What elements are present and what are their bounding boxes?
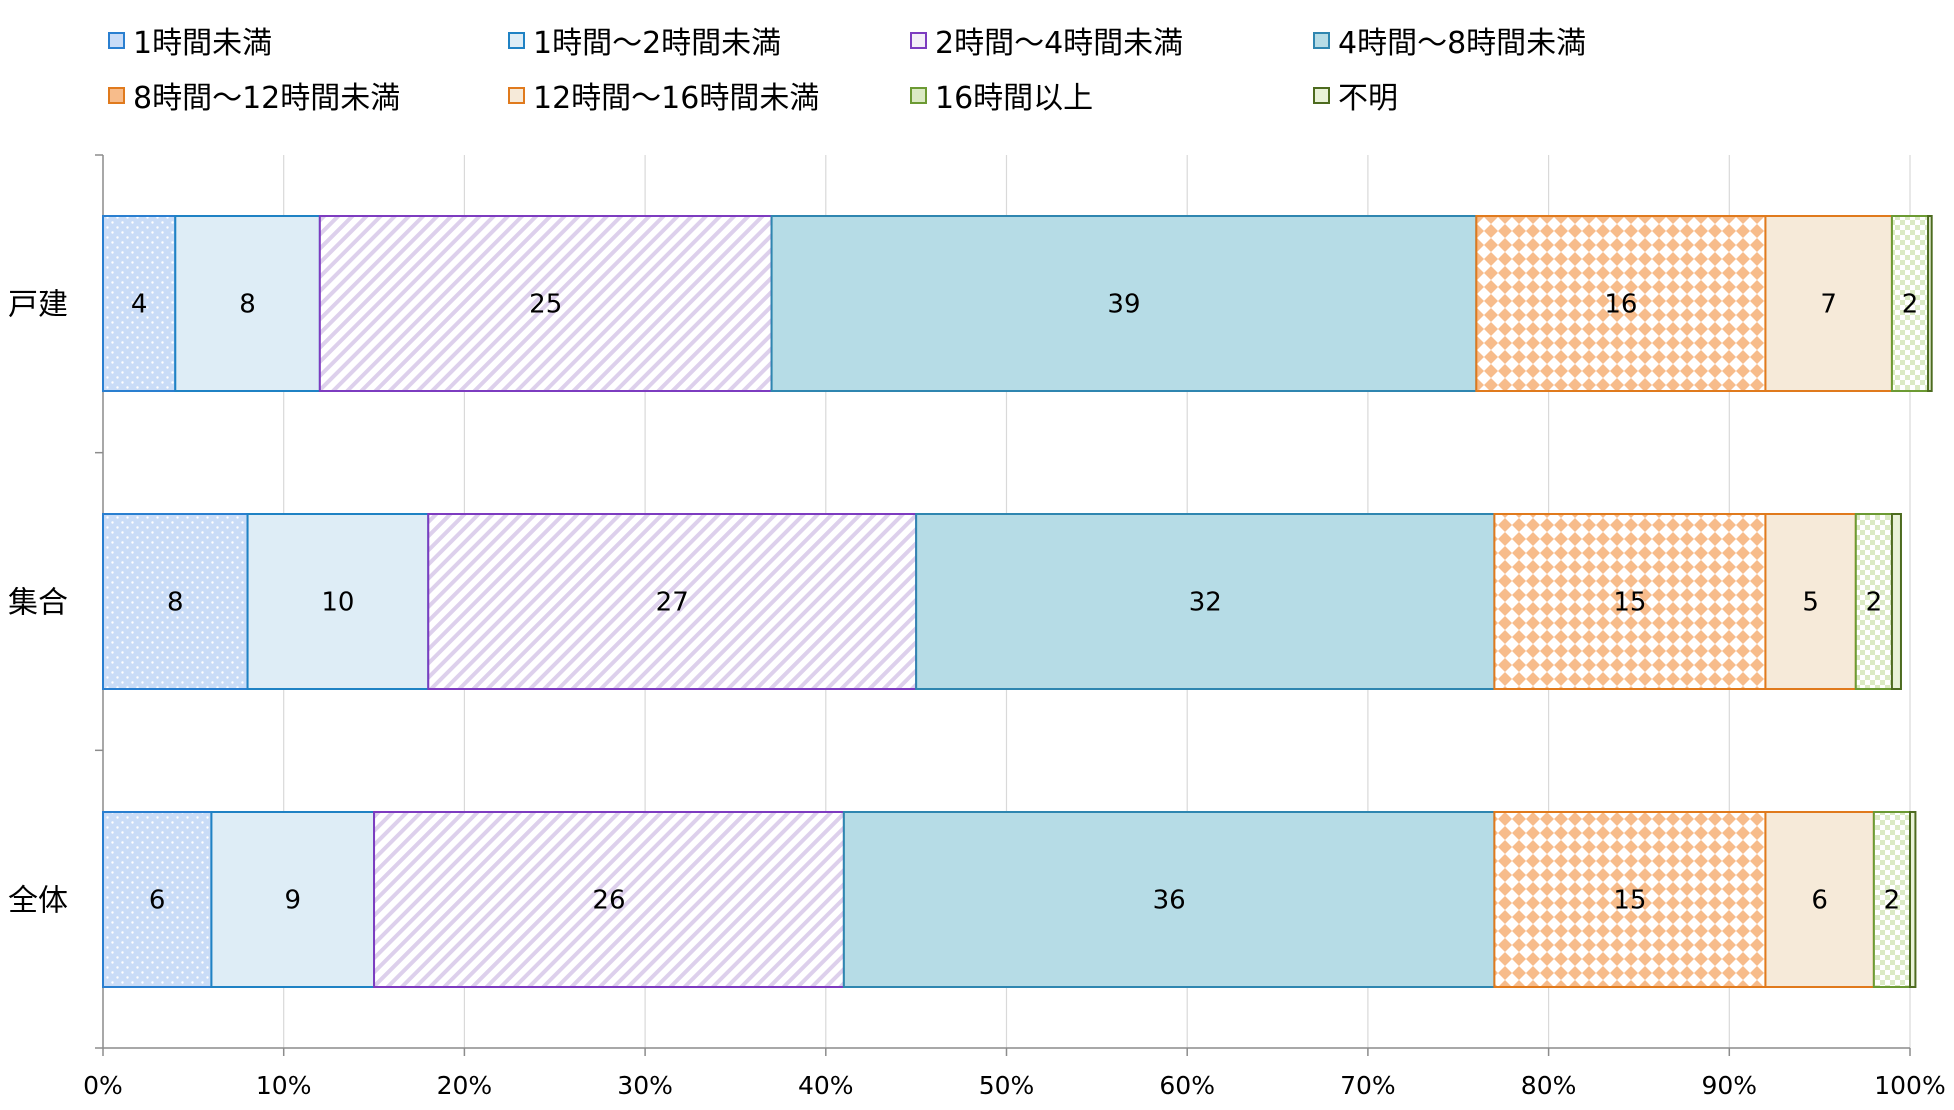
data-label: 15	[1613, 588, 1646, 618]
bar-segment	[1475, 215, 1767, 392]
data-label: 6	[149, 886, 166, 916]
x-tick-label: 60%	[1159, 1071, 1215, 1100]
data-label: 27	[656, 588, 689, 618]
bar-segment	[1764, 513, 1857, 690]
bar-segment	[1909, 811, 1917, 988]
legend-label: 2時間〜4時間未満	[935, 26, 1184, 61]
bar-segment	[770, 215, 1478, 392]
legend-label: 1時間〜2時間未満	[533, 26, 782, 61]
data-label: 32	[1189, 588, 1222, 618]
bar-segment	[1764, 811, 1875, 988]
bar-segment	[102, 811, 213, 988]
legend-item: 12時間〜16時間未満	[508, 75, 820, 116]
legend-swatch	[910, 31, 927, 49]
legend-item: 8時間〜12時間未満	[108, 75, 401, 116]
data-label: 39	[1107, 290, 1140, 320]
x-tick-label: 0%	[83, 1071, 123, 1100]
x-tick-label: 90%	[1702, 1071, 1758, 1100]
legend-item: 16時間以上	[910, 75, 1094, 116]
bar-segment	[1493, 513, 1767, 690]
data-label: 36	[1153, 886, 1186, 916]
legend-swatch	[108, 31, 125, 49]
bar-segment	[915, 513, 1496, 690]
data-label: 7	[1820, 290, 1837, 320]
legend-label: 12時間〜16時間未満	[533, 81, 820, 116]
legend-swatch	[1313, 86, 1330, 104]
bar-segment	[1890, 513, 1902, 690]
data-label: 6	[1811, 886, 1828, 916]
legend-item: 1時間〜2時間未満	[508, 20, 782, 61]
x-tick-label: 40%	[798, 1071, 854, 1100]
bar-segment	[318, 215, 773, 392]
data-label: 26	[592, 886, 625, 916]
legend-label: 1時間未満	[133, 26, 273, 61]
data-label: 25	[529, 290, 562, 320]
legend-item: 2時間〜4時間未満	[910, 20, 1184, 61]
legend-swatch	[910, 86, 927, 104]
x-tick-label: 80%	[1521, 1071, 1577, 1100]
bar-segment	[427, 513, 918, 690]
data-label: 2	[1866, 588, 1883, 618]
bar-segment	[1927, 215, 1933, 392]
legend-swatch	[508, 86, 525, 104]
legend-item: 4時間〜8時間未満	[1313, 20, 1587, 61]
legend-swatch	[508, 31, 525, 49]
category-label: 戸建	[8, 288, 68, 323]
legend-label: 不明	[1338, 81, 1398, 116]
bar-segment	[174, 215, 321, 392]
x-tick-label: 100%	[1874, 1071, 1945, 1100]
data-label: 10	[321, 588, 354, 618]
legend-label: 4時間〜8時間未満	[1338, 26, 1587, 61]
bar-segment	[842, 811, 1496, 988]
legend-swatch	[1313, 31, 1330, 49]
data-label: 16	[1604, 290, 1637, 320]
data-label: 15	[1613, 886, 1646, 916]
bar-segment	[1854, 513, 1893, 690]
category-label: 全体	[8, 884, 68, 919]
data-label: 9	[284, 886, 301, 916]
legend-item: 不明	[1313, 75, 1398, 116]
legend-label: 16時間以上	[935, 81, 1094, 116]
data-label: 4	[131, 290, 148, 320]
data-label: 5	[1802, 588, 1819, 618]
bar-segment	[102, 215, 177, 392]
legend-label: 8時間〜12時間未満	[133, 81, 401, 116]
bar-segment	[246, 513, 430, 690]
data-label: 2	[1884, 886, 1901, 916]
x-tick-label: 50%	[979, 1071, 1035, 1100]
category-label: 集合	[8, 586, 68, 621]
data-label: 8	[167, 588, 184, 618]
x-tick-label: 30%	[617, 1071, 673, 1100]
x-tick-label: 70%	[1340, 1071, 1396, 1100]
x-tick-label: 10%	[256, 1071, 312, 1100]
legend-swatch	[108, 86, 125, 104]
legend-item: 1時間未満	[108, 20, 273, 61]
bar-segment	[1493, 811, 1767, 988]
data-label: 2	[1902, 290, 1919, 320]
x-tick-label: 20%	[437, 1071, 493, 1100]
legend: 1時間未満 1時間〜2時間未満 2時間〜4時間未満 4時間〜8時間未満 8時間〜12時間…	[0, 0, 1954, 140]
bar-segment	[1764, 215, 1893, 392]
bar-segment	[102, 513, 249, 690]
data-label: 8	[239, 290, 256, 320]
